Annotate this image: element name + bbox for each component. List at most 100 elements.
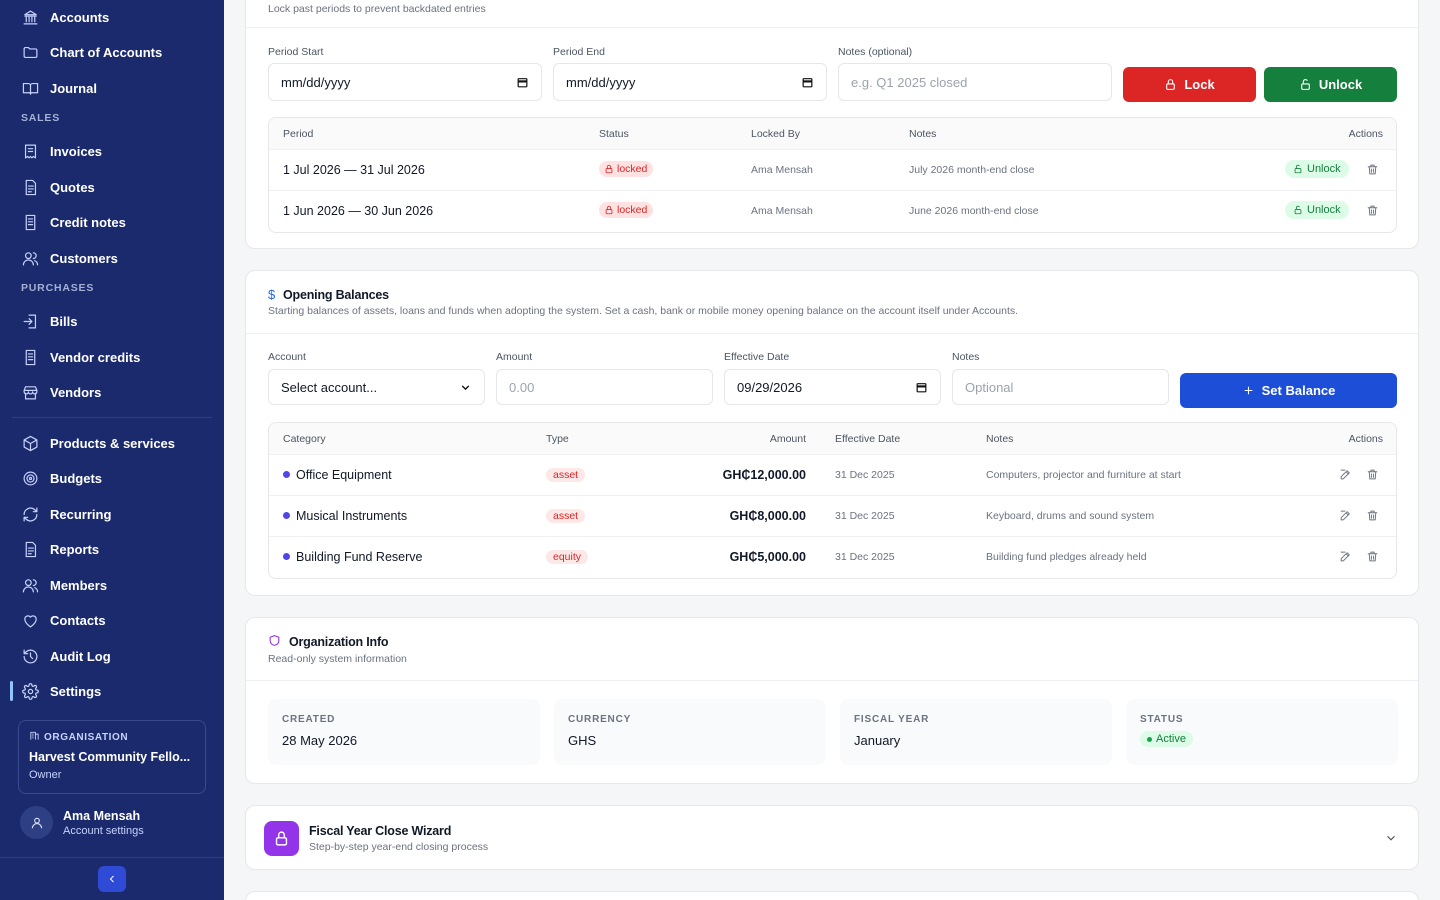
calendar-icon[interactable]	[516, 76, 529, 89]
store-icon	[21, 383, 39, 401]
amount-cell: GH₵8,000.00	[729, 509, 806, 523]
table-row: Office Equipment asset GH₵12,000.00 31 D…	[269, 455, 1396, 496]
row-unlock-button[interactable]: Unlock	[1285, 201, 1349, 219]
sidebar-item-bills[interactable]: Bills	[12, 306, 212, 336]
sidebar-item-products[interactable]: Products & services	[12, 428, 212, 458]
sidebar-item-credit-notes[interactable]: Credit notes	[12, 207, 212, 237]
unlock-button[interactable]: Unlock	[1264, 67, 1397, 102]
organization-info-card: Organization Info Read-only system infor…	[245, 617, 1419, 784]
avatar	[20, 806, 53, 839]
lock-icon	[605, 205, 613, 215]
sidebar-item-audit-log[interactable]: Audit Log	[12, 641, 212, 671]
dollar-icon: $	[268, 287, 276, 302]
trash-icon[interactable]	[1366, 204, 1380, 218]
organization-info-subtitle: Read-only system information	[268, 653, 407, 665]
user-icon	[31, 817, 42, 828]
sidebar-item-quotes[interactable]: Quotes	[12, 172, 212, 202]
members-icon	[21, 576, 39, 594]
table-row: 1 Jul 2026 — 31 Jul 2026 locked Ama Mens…	[269, 150, 1396, 191]
effective-date-input[interactable]: 09/29/2026	[724, 369, 941, 405]
column-header: Category	[283, 433, 326, 445]
column-header: Notes	[909, 128, 937, 140]
trash-icon[interactable]	[1366, 550, 1380, 564]
fiscal-year-wizard-card[interactable]: Fiscal Year Close Wizard Step-by-step ye…	[245, 805, 1419, 870]
sidebar-item-contacts[interactable]: Contacts	[12, 605, 212, 635]
period-lock-subtitle: Lock past periods to prevent backdated e…	[268, 3, 486, 15]
sidebar-item-vendors[interactable]: Vendors	[12, 377, 212, 407]
collapse-sidebar-button[interactable]	[98, 866, 126, 892]
sidebar-item-accounts[interactable]: Accounts	[12, 2, 212, 32]
period-start-input[interactable]: mm/dd/yyyy	[268, 63, 542, 101]
organisation-role: Owner	[29, 769, 62, 781]
unlock-icon	[1300, 79, 1310, 90]
column-header: Locked By	[751, 128, 801, 140]
period-lock-card: Lock past periods to prevent backdated e…	[245, 0, 1419, 249]
trash-icon[interactable]	[1366, 509, 1380, 523]
notes-cell: Keyboard, drums and sound system	[986, 510, 1155, 522]
sidebar-item-label: Settings	[50, 683, 102, 699]
type-badge: equity	[546, 550, 589, 564]
category-cell: Musical Instruments	[283, 509, 407, 523]
chevron-left-icon	[109, 875, 114, 883]
row-unlock-button[interactable]: Unlock	[1285, 160, 1349, 178]
sidebar-item-recurring[interactable]: Recurring	[12, 499, 212, 529]
date-cell: 31 Dec 2025	[835, 469, 895, 481]
table-row: Building Fund Reserve equity GH₵5,000.00…	[269, 537, 1396, 578]
chevron-down-icon	[461, 384, 470, 390]
opening-balances-card: $ Opening Balances Starting balances of …	[245, 270, 1419, 596]
status-badge: Active	[1140, 731, 1193, 747]
trash-icon[interactable]	[1366, 468, 1380, 482]
account-settings-link[interactable]: Account settings	[63, 824, 144, 837]
edit-icon[interactable]	[1339, 509, 1353, 523]
amount-label: Amount	[496, 351, 533, 363]
period-end-input[interactable]: mm/dd/yyyy	[553, 63, 827, 101]
account-select[interactable]: Select account...	[268, 369, 485, 405]
wizard-title: Fiscal Year Close Wizard	[309, 824, 452, 838]
calendar-icon[interactable]	[915, 381, 928, 394]
balance-notes-input[interactable]: Optional	[952, 369, 1169, 405]
notes-cell: June 2026 month-end close	[909, 205, 1039, 217]
user-account[interactable]: Ama Mensah Account settings	[20, 806, 144, 839]
sidebar-item-label: Products & services	[50, 435, 176, 451]
calendar-icon[interactable]	[801, 76, 814, 89]
organisation-card[interactable]: ORGANISATION Harvest Community Fello... …	[18, 720, 206, 794]
amount-cell: GH₵5,000.00	[729, 550, 806, 564]
info-currency: CURRENCY GHS	[554, 699, 826, 765]
sidebar-item-reports[interactable]: Reports	[12, 534, 212, 564]
wizard-lock-badge	[264, 821, 299, 856]
column-header: Effective Date	[835, 433, 901, 445]
sidebar-item-invoices[interactable]: Invoices	[12, 136, 212, 166]
heart-icon	[21, 611, 39, 629]
date-cell: 31 Dec 2025	[835, 510, 895, 522]
sidebar-item-members[interactable]: Members	[12, 570, 212, 600]
trash-icon[interactable]	[1366, 163, 1380, 177]
sidebar-item-settings[interactable]: Settings	[10, 676, 212, 706]
lock-button[interactable]: Lock	[1123, 67, 1256, 102]
period-cell: 1 Jun 2026 — 30 Jun 2026	[283, 204, 434, 218]
document-icon	[21, 213, 39, 231]
set-balance-button[interactable]: Set Balance	[1180, 373, 1397, 408]
sidebar-item-budgets[interactable]: Budgets	[12, 463, 212, 493]
sidebar-item-vendor-credits[interactable]: Vendor credits	[12, 342, 212, 372]
column-header: Notes	[986, 433, 1014, 445]
info-created: CREATED 28 May 2026	[268, 699, 540, 765]
chevron-down-icon[interactable]	[1384, 831, 1398, 850]
sidebar-item-label: Quotes	[50, 179, 95, 195]
edit-icon[interactable]	[1339, 468, 1353, 482]
edit-icon[interactable]	[1339, 550, 1353, 564]
notes-label: Notes	[952, 351, 980, 363]
sidebar-item-customers[interactable]: Customers	[12, 243, 212, 273]
sidebar-item-journal[interactable]: Journal	[12, 73, 212, 103]
lock-icon	[605, 164, 613, 174]
book-icon	[21, 79, 39, 97]
amount-input[interactable]: 0.00	[496, 369, 713, 405]
sidebar-item-chart-of-accounts[interactable]: Chart of Accounts	[12, 37, 212, 67]
sidebar-item-label: Journal	[50, 80, 97, 96]
report-icon	[21, 540, 39, 558]
opening-balances-title: $ Opening Balances	[268, 287, 389, 302]
sidebar-divider	[12, 417, 212, 418]
sidebar-item-label: Customers	[50, 250, 118, 266]
column-header: Period	[283, 128, 314, 140]
period-notes-input[interactable]: e.g. Q1 2025 closed	[838, 63, 1112, 101]
amount-cell: GH₵12,000.00	[722, 468, 806, 482]
